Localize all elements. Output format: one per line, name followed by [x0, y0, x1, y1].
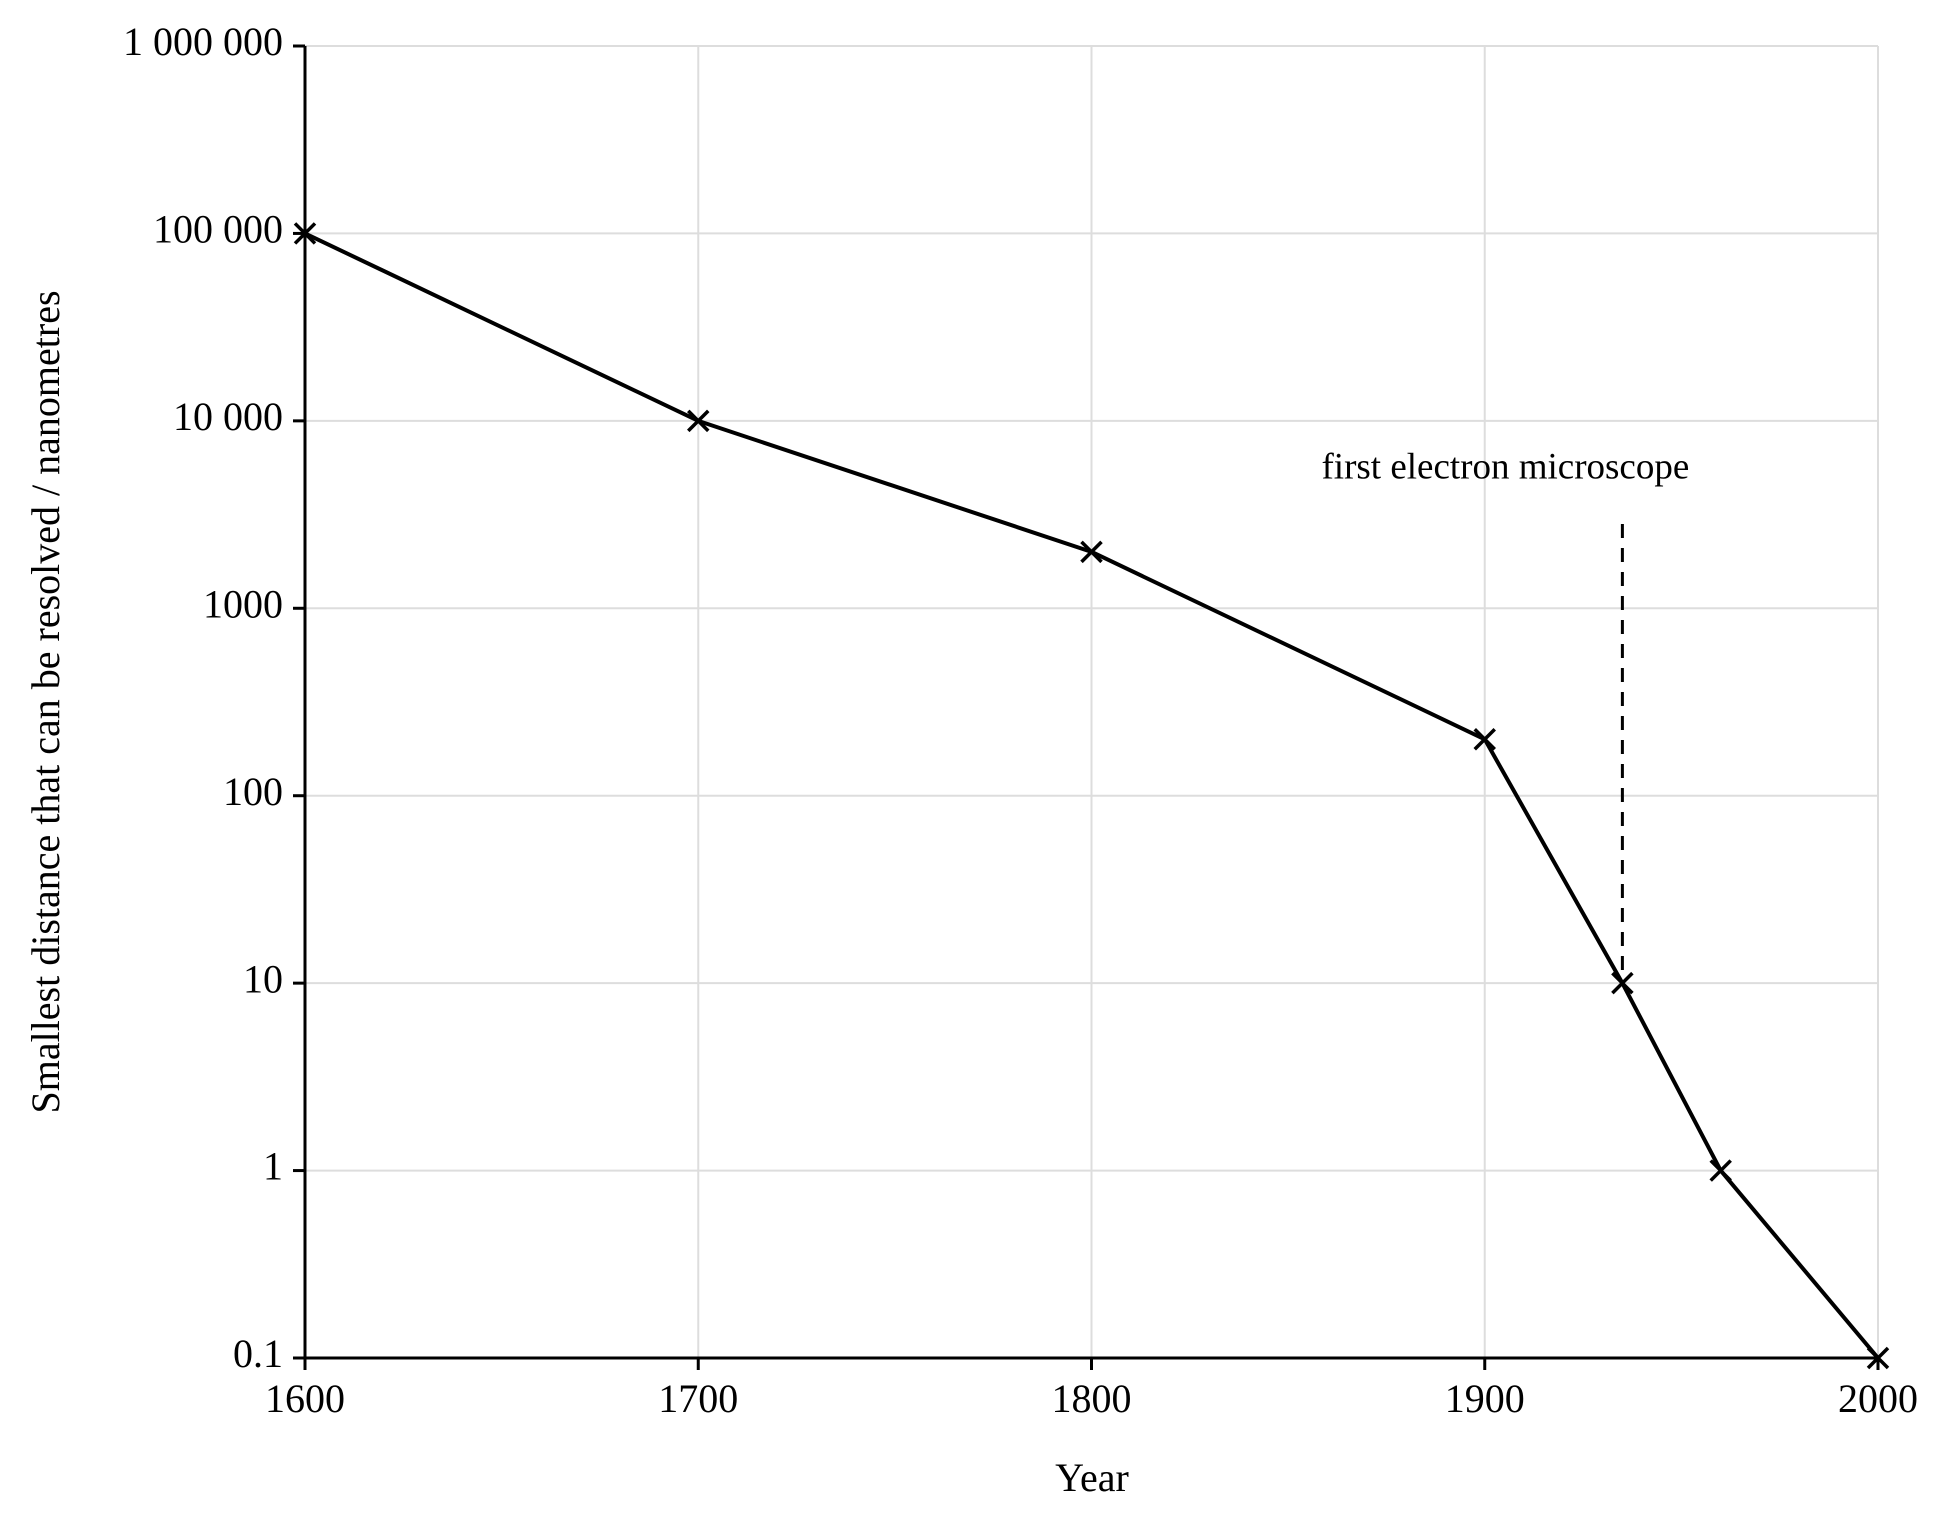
x-tick-label: 1800: [1052, 1376, 1132, 1421]
x-tick-label: 2000: [1838, 1376, 1918, 1421]
y-tick-label: 1: [263, 1144, 283, 1189]
x-tick-label: 1900: [1445, 1376, 1525, 1421]
point-marker: [1080, 540, 1103, 564]
point-marker: [1473, 728, 1496, 751]
y-tick-label: 100: [223, 769, 283, 814]
point-marker: [687, 409, 710, 433]
x-tick-label: 1600: [265, 1376, 345, 1421]
y-tick-label: 1000: [203, 581, 283, 626]
point-marker: [1611, 971, 1634, 995]
y-axis-title: Smallest distance that can be resolved /…: [23, 290, 68, 1113]
point-marker: [1709, 1159, 1732, 1182]
y-tick-label: 1 000 000: [123, 19, 283, 64]
x-tick-label: 1700: [658, 1376, 738, 1421]
point-marker: [1866, 1346, 1890, 1370]
x-axis-title: Year: [1055, 1455, 1129, 1500]
y-tick-label: 10 000: [173, 394, 283, 439]
annotation-text: first electron microscope: [1321, 446, 1689, 487]
y-tick-label: 10: [243, 956, 283, 1001]
point-marker: [293, 222, 317, 245]
y-tick-label: 0.1: [233, 1331, 283, 1376]
y-tick-label: 100 000: [153, 207, 283, 252]
